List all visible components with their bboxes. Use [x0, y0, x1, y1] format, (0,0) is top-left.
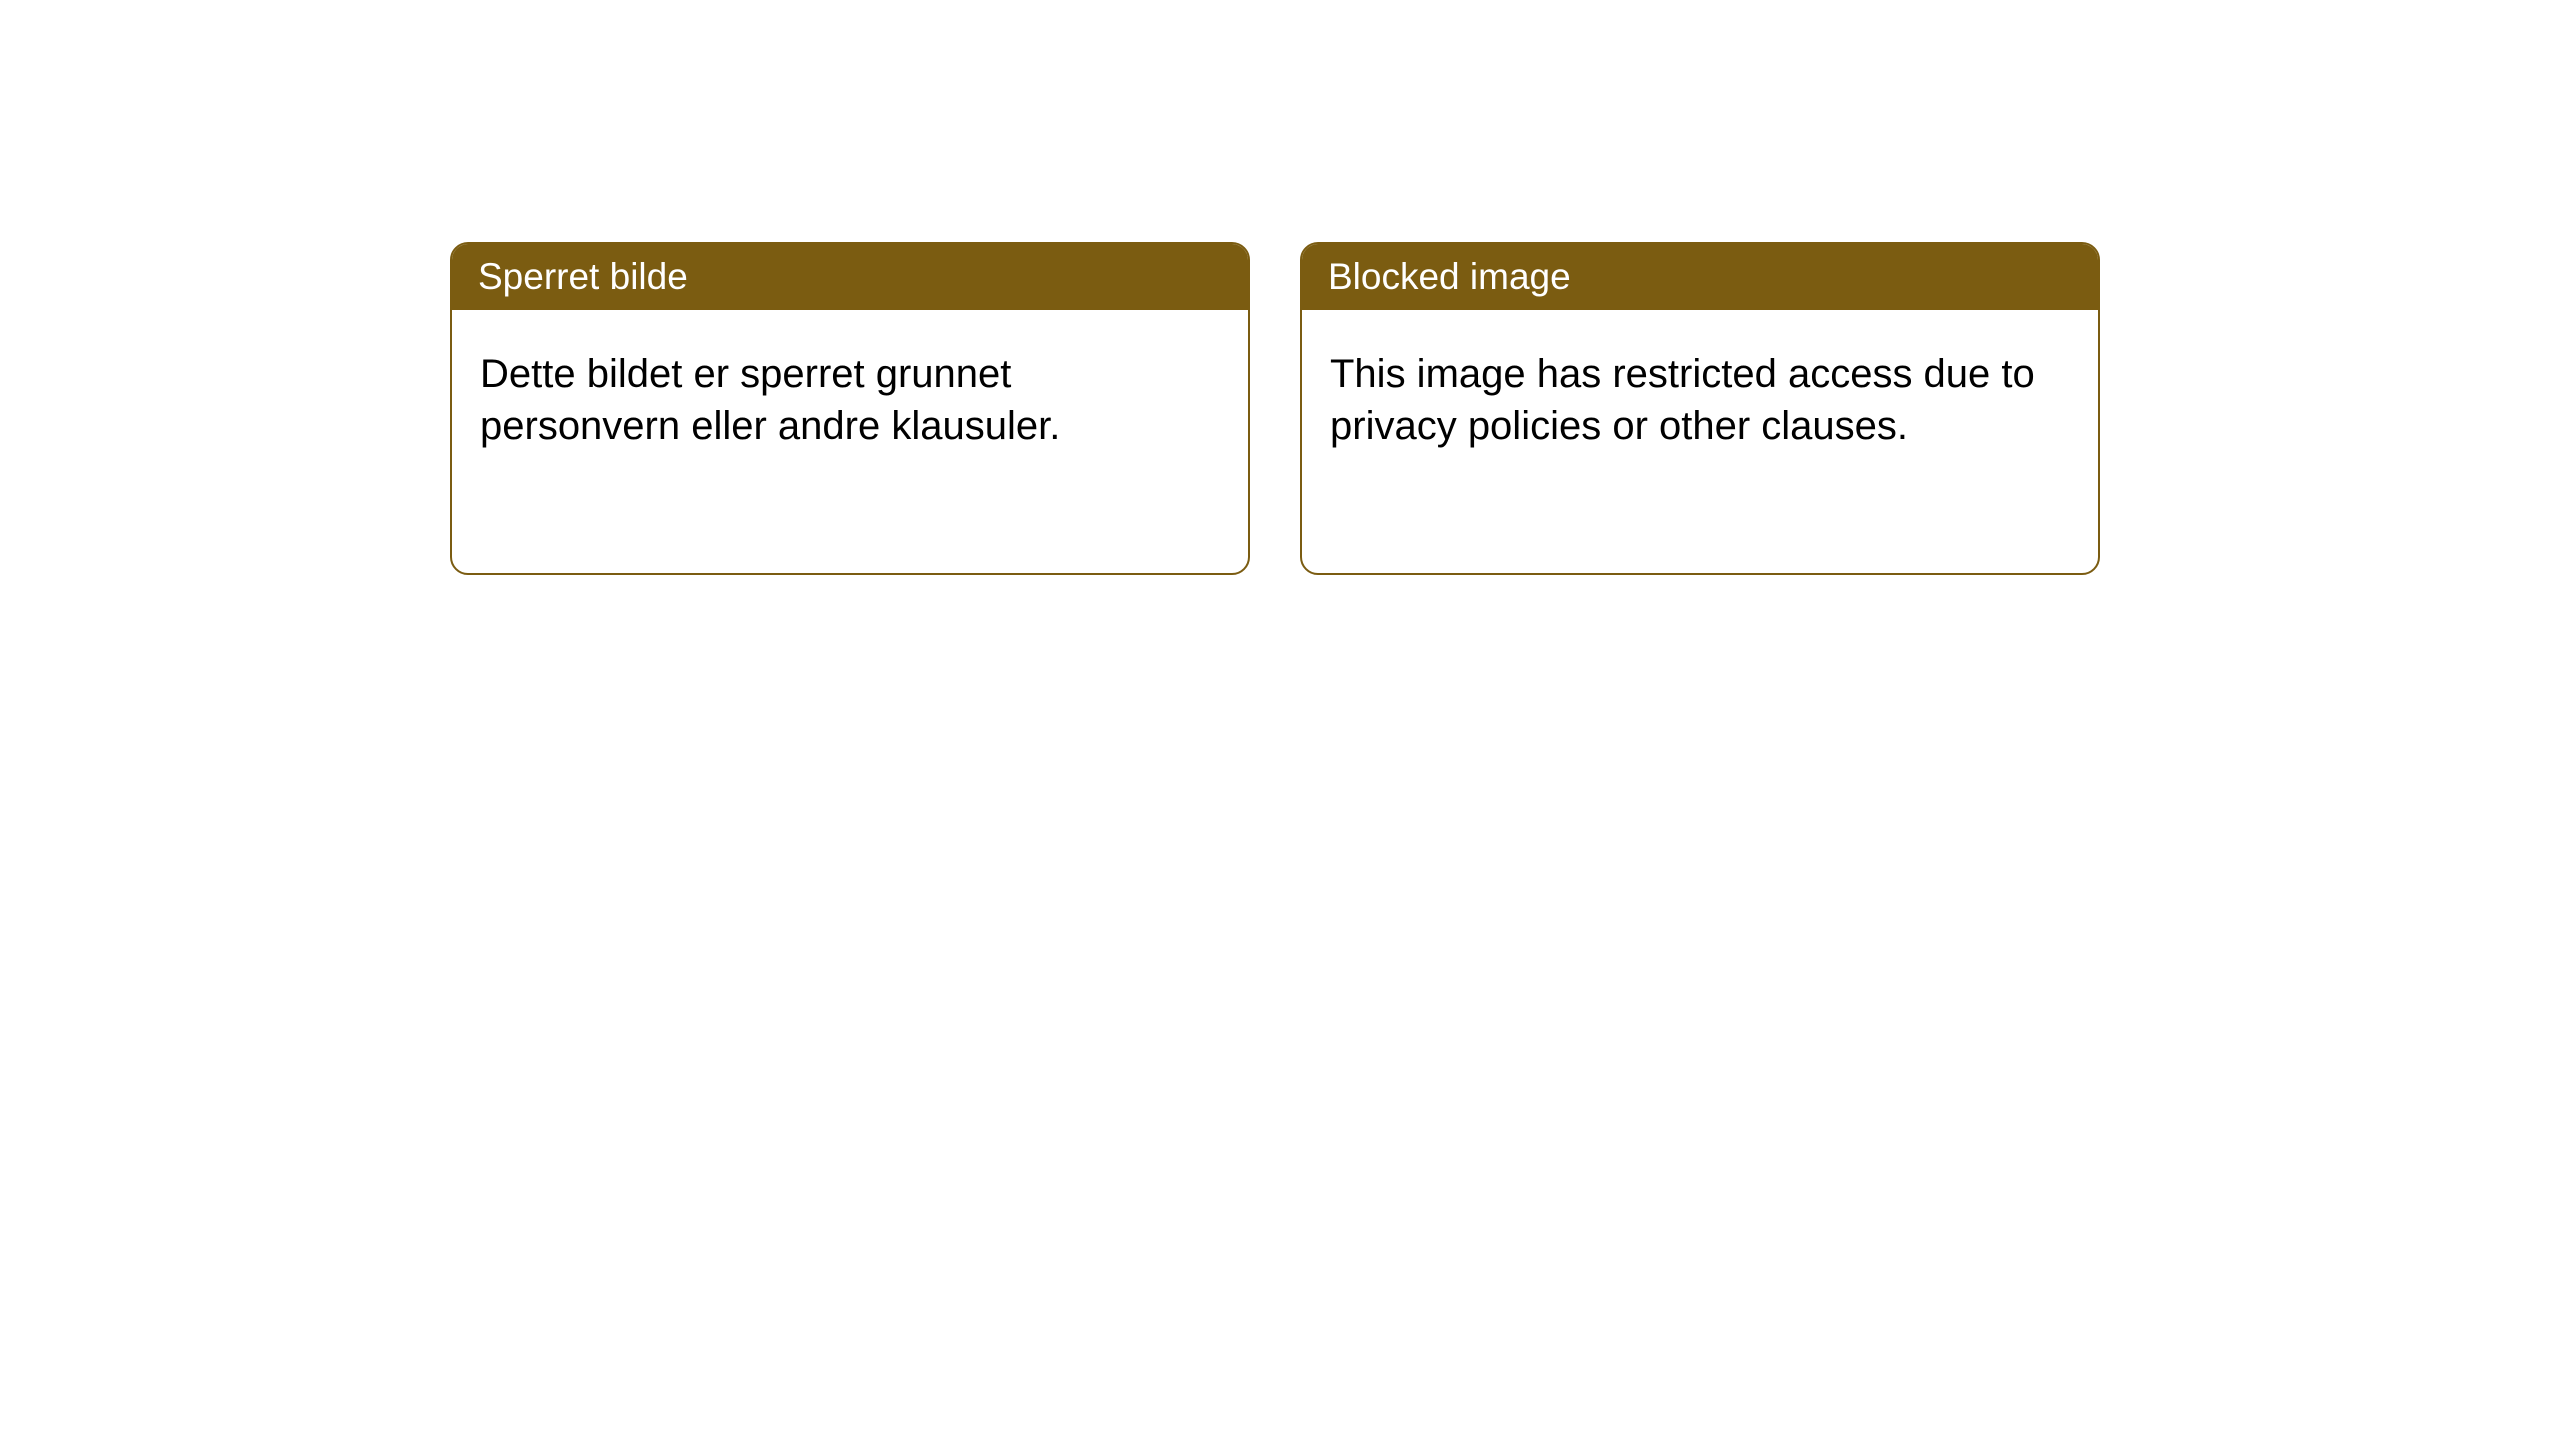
card-header-en: Blocked image	[1302, 244, 2098, 310]
blocked-image-card-no: Sperret bilde Dette bildet er sperret gr…	[450, 242, 1250, 575]
card-header-no: Sperret bilde	[452, 244, 1248, 310]
card-body-en: This image has restricted access due to …	[1302, 310, 2098, 490]
card-title-no: Sperret bilde	[478, 256, 688, 297]
card-body-text-en: This image has restricted access due to …	[1330, 352, 2035, 448]
card-body-no: Dette bildet er sperret grunnet personve…	[452, 310, 1248, 490]
card-title-en: Blocked image	[1328, 256, 1571, 297]
blocked-image-card-en: Blocked image This image has restricted …	[1300, 242, 2100, 575]
cards-container: Sperret bilde Dette bildet er sperret gr…	[0, 0, 2560, 575]
card-body-text-no: Dette bildet er sperret grunnet personve…	[480, 352, 1060, 448]
